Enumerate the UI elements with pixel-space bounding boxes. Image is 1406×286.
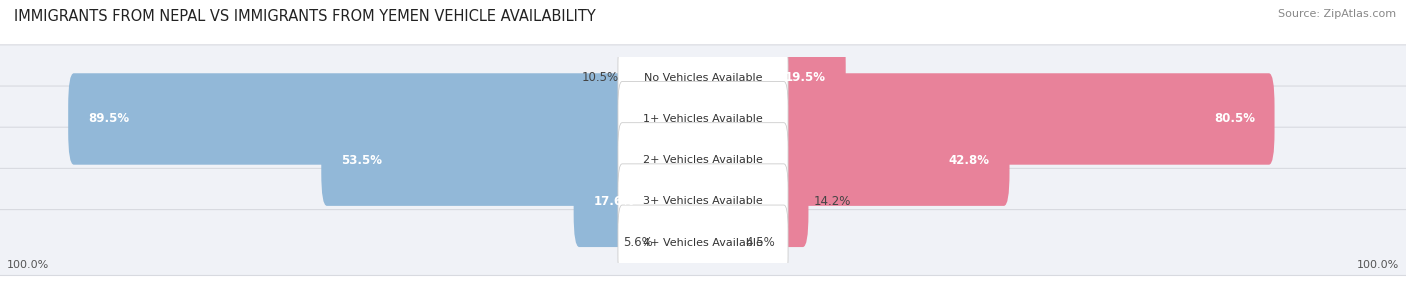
FancyBboxPatch shape	[697, 73, 1275, 165]
Text: 3+ Vehicles Available: 3+ Vehicles Available	[643, 196, 763, 206]
Text: 14.2%: 14.2%	[813, 195, 851, 208]
FancyBboxPatch shape	[624, 32, 709, 124]
Text: 10.5%: 10.5%	[582, 71, 619, 84]
Text: IMMIGRANTS FROM NEPAL VS IMMIGRANTS FROM YEMEN VEHICLE AVAILABILITY: IMMIGRANTS FROM NEPAL VS IMMIGRANTS FROM…	[14, 9, 596, 23]
Text: 4+ Vehicles Available: 4+ Vehicles Available	[643, 238, 763, 247]
FancyBboxPatch shape	[619, 40, 787, 115]
FancyBboxPatch shape	[697, 197, 741, 286]
Text: 2+ Vehicles Available: 2+ Vehicles Available	[643, 155, 763, 165]
Text: 19.5%: 19.5%	[785, 71, 827, 84]
Text: 53.5%: 53.5%	[340, 154, 382, 167]
Text: 4.5%: 4.5%	[745, 236, 775, 249]
FancyBboxPatch shape	[697, 156, 808, 247]
Text: Source: ZipAtlas.com: Source: ZipAtlas.com	[1278, 9, 1396, 19]
FancyBboxPatch shape	[619, 164, 787, 239]
FancyBboxPatch shape	[0, 210, 1406, 275]
FancyBboxPatch shape	[619, 82, 787, 156]
FancyBboxPatch shape	[0, 45, 1406, 111]
Text: 100.0%: 100.0%	[1357, 260, 1399, 270]
FancyBboxPatch shape	[697, 32, 846, 124]
FancyBboxPatch shape	[619, 123, 787, 198]
FancyBboxPatch shape	[0, 86, 1406, 152]
Text: 1+ Vehicles Available: 1+ Vehicles Available	[643, 114, 763, 124]
FancyBboxPatch shape	[0, 127, 1406, 193]
FancyBboxPatch shape	[574, 156, 709, 247]
Text: No Vehicles Available: No Vehicles Available	[644, 73, 762, 83]
Text: 89.5%: 89.5%	[87, 112, 129, 126]
Text: 5.6%: 5.6%	[623, 236, 652, 249]
Text: 100.0%: 100.0%	[7, 260, 49, 270]
Text: 17.6%: 17.6%	[593, 195, 634, 208]
FancyBboxPatch shape	[321, 114, 709, 206]
Text: 42.8%: 42.8%	[949, 154, 990, 167]
FancyBboxPatch shape	[697, 114, 1010, 206]
FancyBboxPatch shape	[658, 197, 709, 286]
FancyBboxPatch shape	[619, 205, 787, 280]
FancyBboxPatch shape	[69, 73, 709, 165]
Text: 80.5%: 80.5%	[1213, 112, 1256, 126]
FancyBboxPatch shape	[0, 168, 1406, 234]
